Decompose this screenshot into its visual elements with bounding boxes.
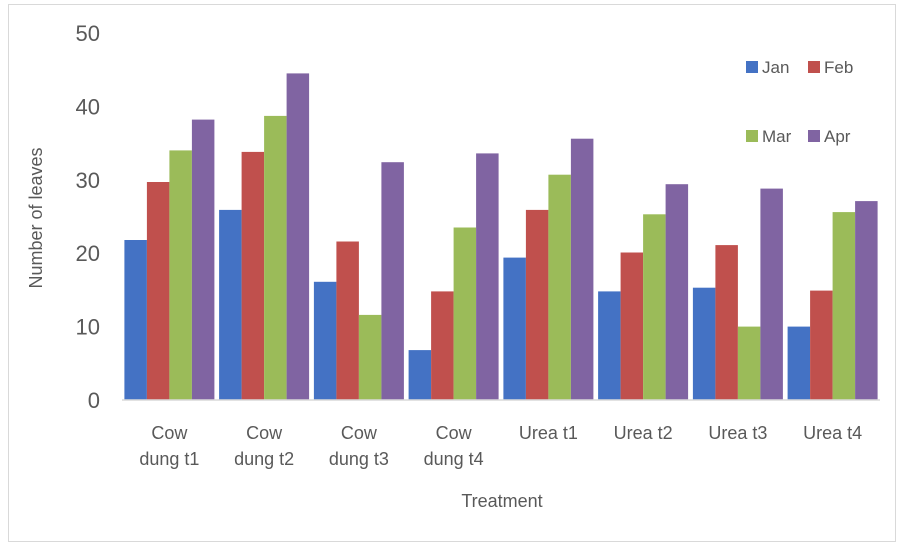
y-tick-label: 40 [76,94,100,119]
bar-apr-3 [476,153,499,400]
bar-jan-5 [598,291,621,400]
x-axis-labels: Cow dung t1 Cow dung t2 Cow dung t3 Cow dung t4… [139,423,862,469]
y-tick-label: 0 [88,388,100,413]
y-tick-label: 50 [76,21,100,46]
x-tick-label: Cow [151,423,188,443]
bar-mar-3 [453,227,477,400]
bar-jan-4 [503,257,526,400]
bar-jan-0 [124,240,147,400]
x-tick-label: dung t1 [139,449,199,469]
legend-swatch-jan [746,61,758,73]
bar-mar-7 [832,212,856,400]
bar-feb-7 [810,290,833,400]
bar-jan-6 [692,287,716,400]
bar-apr-1 [286,73,310,401]
y-tick-label: 10 [76,315,100,340]
y-tick-label: 20 [76,241,100,266]
bar-feb-5 [620,252,644,400]
x-tick-label: Urea t2 [614,423,673,443]
legend-swatch-mar [746,130,758,142]
x-tick-label: Urea t3 [708,423,767,443]
bar-apr-7 [855,201,878,400]
x-tick-label: Cow [436,423,473,443]
y-axis-title: Number of leaves [26,147,46,288]
bar-jan-1 [219,209,242,400]
legend-label-feb: Feb [824,58,853,77]
bar-jan-3 [408,350,432,400]
x-tick-label: dung t4 [424,449,484,469]
bar-apr-0 [191,119,215,400]
x-tick-label: Cow [341,423,378,443]
bar-feb-1 [241,151,265,400]
x-tick-label: Cow [246,423,283,443]
bar-mar-4 [548,174,571,400]
bar-feb-2 [336,241,359,400]
bar-feb-3 [431,291,454,400]
bar-mar-0 [169,150,192,400]
bar-feb-6 [715,245,738,400]
legend-swatch-feb [808,61,820,73]
bar-apr-5 [665,184,689,400]
x-tick-label: dung t3 [329,449,389,469]
x-tick-label: dung t2 [234,449,294,469]
x-tick-label: Urea t4 [803,423,862,443]
legend-label-mar: Mar [762,127,792,146]
bar-feb-0 [146,182,170,400]
bar-jan-7 [787,326,811,400]
legend-label-jan: Jan [762,58,789,77]
legend: Jan Feb Mar Apr [746,58,853,146]
x-axis-title: Treatment [461,491,542,511]
legend-label-apr: Apr [824,127,851,146]
bar-apr-6 [760,188,783,400]
bars [124,73,878,401]
y-axis-ticks: 0 10 20 30 40 50 [76,21,100,413]
bar-mar-5 [643,214,666,400]
y-tick-label: 30 [76,168,100,193]
bar-mar-1 [264,115,287,401]
bar-apr-2 [381,162,404,400]
bar-jan-2 [313,281,337,400]
bar-apr-4 [570,138,594,400]
bar-mar-2 [358,314,382,400]
bar-feb-4 [525,209,549,400]
bar-mar-6 [737,326,761,400]
legend-swatch-apr [808,130,820,142]
x-tick-label: Urea t1 [519,423,578,443]
